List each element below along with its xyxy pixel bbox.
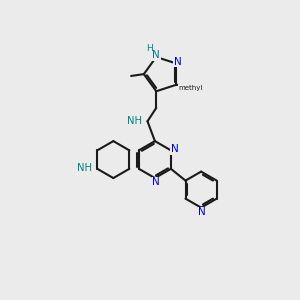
Text: NH: NH — [128, 116, 142, 126]
Text: H: H — [146, 44, 153, 53]
Text: N: N — [198, 207, 206, 217]
Text: methyl: methyl — [178, 85, 202, 91]
Text: N: N — [152, 50, 160, 60]
Text: N: N — [152, 177, 160, 187]
Text: N: N — [174, 57, 182, 67]
Text: NH: NH — [76, 164, 92, 173]
Text: N: N — [171, 144, 178, 154]
